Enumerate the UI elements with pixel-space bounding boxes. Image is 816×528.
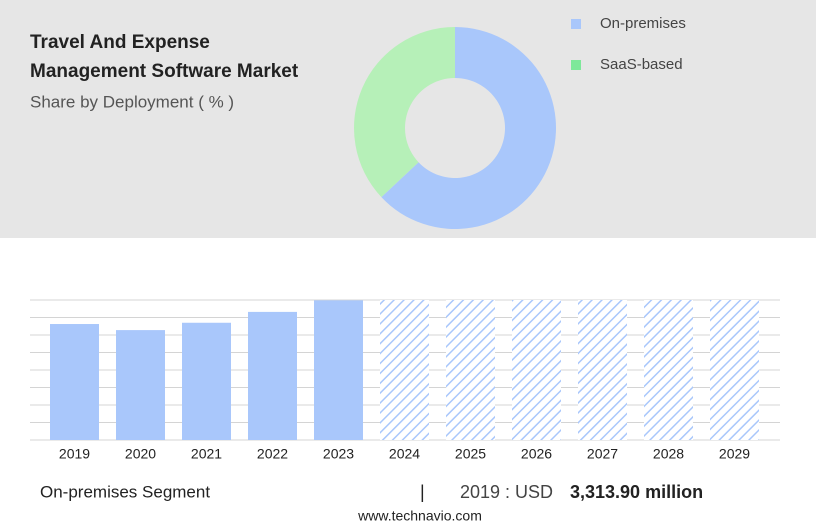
x-tick-label: 2029 xyxy=(719,446,750,462)
x-tick-label: 2026 xyxy=(521,446,552,462)
forecast-placeholder xyxy=(710,300,759,440)
year-currency: 2019 : USD xyxy=(460,482,553,502)
chart-title: Management Software Market xyxy=(30,61,299,82)
x-tick-label: 2020 xyxy=(125,446,156,462)
amount: 3,313.90 million xyxy=(570,482,703,502)
legend-label: SaaS-based xyxy=(600,56,683,73)
x-tick-label: 2021 xyxy=(191,446,222,462)
x-tick-label: 2022 xyxy=(257,446,288,462)
x-tick-label: 2024 xyxy=(389,446,420,462)
legend-swatch xyxy=(571,19,581,29)
forecast-placeholder xyxy=(644,300,693,440)
pie-slice xyxy=(381,27,556,229)
bar xyxy=(314,300,363,440)
x-tick-label: 2023 xyxy=(323,446,354,462)
site: www.technavio.com xyxy=(357,508,482,524)
legend-label: On-premises xyxy=(600,15,686,32)
pie-slice xyxy=(354,27,455,198)
legend-swatch xyxy=(571,60,581,70)
forecast-placeholder xyxy=(380,300,429,440)
forecast-placeholder xyxy=(578,300,627,440)
x-tick-label: 2019 xyxy=(59,446,90,462)
x-tick-label: 2028 xyxy=(653,446,684,462)
separator: | xyxy=(420,482,425,502)
bar xyxy=(248,311,297,440)
bar xyxy=(182,322,231,440)
forecast-placeholder xyxy=(512,300,561,440)
x-tick-label: 2027 xyxy=(587,446,618,462)
chart-title: Travel And Expense xyxy=(30,32,210,53)
chart-subtitle: Share by Deployment ( % ) xyxy=(30,92,234,111)
bar xyxy=(116,330,165,440)
bar xyxy=(50,324,99,440)
segment-label: On-premises Segment xyxy=(40,482,210,501)
forecast-placeholder xyxy=(446,300,495,440)
x-tick-label: 2025 xyxy=(455,446,486,462)
